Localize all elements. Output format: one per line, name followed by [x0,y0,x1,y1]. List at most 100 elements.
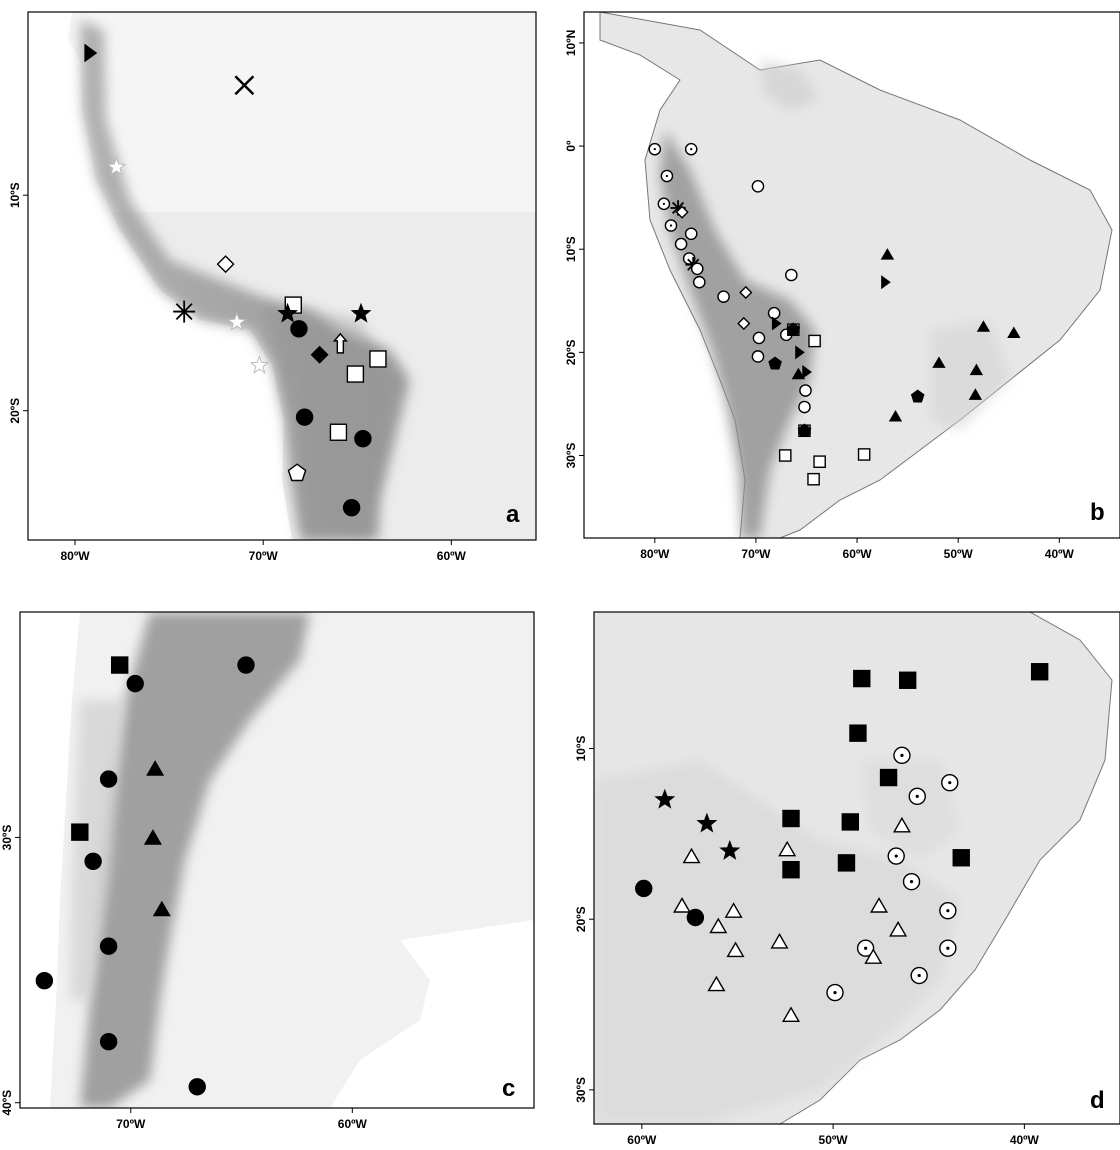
marker-star [106,156,127,176]
marker-square [879,768,898,787]
marker-triangle [869,897,889,913]
y-tick-label: 30ºS [574,1077,588,1103]
marker-circle-dot [657,197,671,211]
marker-star [654,788,676,809]
panel-label-d: d [1090,1087,1105,1114]
marker-circle [635,879,653,898]
marker-circle [99,1032,118,1051]
marker-star [277,302,299,323]
y-tick-label: 30ºS [0,825,14,851]
marker-triangle [932,356,946,368]
x-tick-label: 70ºW [249,549,279,563]
ticks-d: 60ºW 50ºW 40ºW 10ºS 20ºS 30ºS [574,736,1040,1147]
marker-square [782,809,800,828]
y-tick-label: 10ºS [8,182,22,208]
marker-tri-right [795,345,805,360]
marker-circle [99,937,118,955]
y-tick-label: 20ºS [574,906,588,932]
marker-circle-dot [902,872,921,891]
x-tick-label: 70ºW [741,547,771,561]
marker-triangle [778,840,797,857]
y-tick-label: 10ºN [564,30,578,56]
continent-b [599,12,1113,538]
marker-diamond [216,255,235,274]
marker-square [807,472,820,486]
marker-square [329,423,348,441]
marker-circle-dot [893,746,911,765]
ocean-a [28,12,292,540]
marker-square [849,724,867,742]
x-tick-label: 40ºW [1045,547,1075,561]
marker-diamond [675,205,689,219]
marker-circle [717,290,730,303]
marker-triangle [969,363,984,376]
y-tick-label: 30ºS [564,443,578,469]
marker-square [71,823,89,841]
marker-square [110,656,129,674]
map-panel-d: 60ºW 50ºW 40ºW 10ºS 20ºS 30ºS d [574,611,1120,1147]
marker-circle-dot [939,901,957,920]
marker-circle [684,227,698,241]
marker-square [813,455,826,468]
marker-circle-dot [648,142,662,156]
ticks-c: 70ºW 60ºW 30ºS 40ºS [0,825,368,1131]
marker-pentagon [910,389,925,403]
panel-label-c: c [502,1075,515,1102]
x-tick-label: 50ºW [819,1133,849,1147]
marker-diamond [310,345,329,364]
marker-square [369,350,387,368]
map-panel-c: 70ºW 60ºW 30ºS 40ºS c [0,611,535,1131]
marker-circle-dot [660,169,674,183]
marker-circle [767,306,781,320]
marker-circle-dot [910,966,928,985]
marker-circle [237,656,255,674]
map-frame-d [593,611,1120,1125]
marker-asterisk [173,300,196,323]
marker-star [249,354,270,374]
marker-circle-dot [887,847,905,865]
marker-triangle [889,921,908,937]
marker-tri-right [771,316,782,331]
marker-star [719,839,741,860]
marker-circle-dot [826,983,844,1002]
x-tick-label: 70ºW [116,1117,146,1131]
panel-label-b: b [1090,499,1105,526]
x-tick-label: 60ºW [338,1117,368,1131]
marker-circle-dot [856,939,875,957]
marker-triangle [770,933,789,949]
marker-circle [674,237,688,251]
markers-a [84,43,387,517]
marker-triangle [781,1006,801,1022]
marker-circle [692,275,706,289]
marker-square [837,854,856,872]
marker-circle [799,384,812,397]
x-tick-label: 60ºW [627,1133,657,1147]
map-frame-a [27,11,537,541]
marker-x-cross [234,75,255,96]
x-tick-label: 80ºW [61,549,91,563]
marker-square [808,334,821,348]
marker-triangle [976,320,991,332]
markers-d [635,663,1049,1022]
marker-circle [752,331,766,345]
marker-triangle [892,816,911,833]
marker-pentagon [768,356,782,370]
marker-tri-right [84,43,98,63]
x-tick-label: 60ºW [437,549,467,563]
marker-triangle [709,917,728,934]
map-frame-b [583,11,1120,539]
marker-triangle [1007,326,1021,338]
markers-c [35,656,255,1096]
y-tick-label: 40ºS [0,1090,14,1116]
marker-circle-dot [908,787,926,806]
marker-diamond [737,316,751,331]
marker-triangle [791,367,806,380]
marker-circle [84,852,102,871]
marker-triangle [726,941,745,958]
marker-circle [751,350,765,363]
marker-circle [99,770,118,788]
andes-relief-b [660,130,815,538]
marker-square [841,813,860,831]
marker-circle [342,498,361,517]
marker-square [782,861,800,879]
